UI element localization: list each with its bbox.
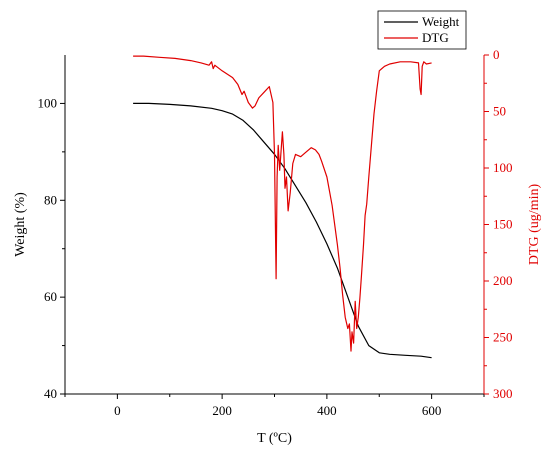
x-tick-label: 0: [114, 403, 121, 418]
y2-tick-label: 0: [493, 47, 500, 62]
y2-tick-label: 300: [493, 386, 513, 401]
x-tick-label: 400: [317, 403, 337, 418]
x-axis-title: T (ºC): [257, 431, 292, 446]
y2-tick-label: 100: [493, 160, 513, 175]
series-line-dtg: [133, 55, 432, 352]
y2-tick-label: 50: [493, 104, 506, 119]
plot-area: [133, 55, 432, 359]
x-tick-label: 200: [212, 403, 232, 418]
y-tick-label: 100: [38, 95, 58, 110]
y2-tick-label: 250: [493, 330, 513, 345]
y2-tick-label: 150: [493, 217, 513, 232]
y-tick-label: 40: [44, 386, 57, 401]
series-line-weight: [133, 102, 432, 359]
y-tick-label: 60: [44, 289, 57, 304]
legend-label-dtg: DTG: [422, 30, 449, 45]
y2-tick-label: 200: [493, 273, 513, 288]
y-axis-title: Weight (%): [13, 192, 28, 257]
x-tick-label: 600: [422, 403, 442, 418]
legend-label-weight: Weight: [422, 14, 460, 29]
y-tick-label: 80: [44, 192, 57, 207]
axes: 40 60 80 100 0 200 400 600 0 50 100 150 200 250 300 T (…: [13, 47, 542, 446]
y2-axis-title: DTG (ug/min): [527, 184, 542, 266]
legend-box: [377, 10, 467, 50]
